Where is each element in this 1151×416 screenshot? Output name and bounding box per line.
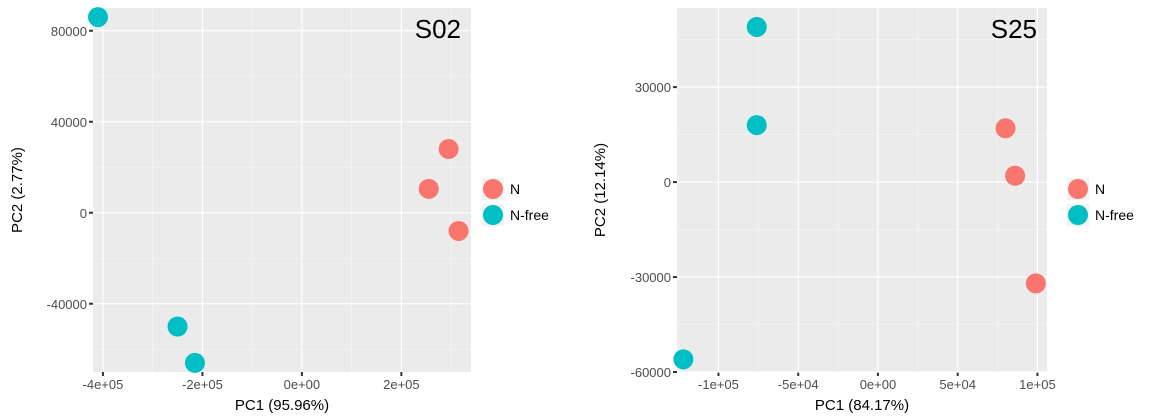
y-tick-label: -30000 <box>631 270 671 285</box>
panel-label: S02 <box>415 14 461 44</box>
x-tick-label: 0e+00 <box>860 377 897 392</box>
data-point-n <box>418 178 439 199</box>
y-tick-label: 30000 <box>635 80 671 95</box>
y-axis-title: PC2 (12.14%) <box>592 143 609 237</box>
legend-label: N-free <box>510 207 549 223</box>
pca-panel-s25: -1e+05 -5e+04 0e+00 5e+04 1e+05 -60000 -30000 0… <box>592 8 1134 414</box>
x-tick-label: -2e+05 <box>182 377 223 392</box>
data-point-n-free <box>746 16 767 37</box>
x-tick-label: 0e+00 <box>284 377 321 392</box>
y-axis-title: PC2 (2.77%) <box>9 147 26 233</box>
x-axis-title: PC1 (84.17%) <box>815 397 909 414</box>
y-tick-label: 40000 <box>51 115 87 130</box>
data-point-n-free <box>167 316 188 337</box>
x-tick-label: 2e+05 <box>383 377 420 392</box>
legend: N N-free <box>1067 178 1134 226</box>
x-axis-title: PC1 (95.96%) <box>235 397 329 414</box>
legend-label: N <box>510 181 520 197</box>
y-tick-label: 0 <box>80 206 87 221</box>
data-point-n-free <box>184 352 205 373</box>
plot-background <box>677 8 1047 372</box>
y-tick-label: -40000 <box>47 297 87 312</box>
pca-panel-s02: -4e+05 -2e+05 0e+00 2e+05 -40000 0 40000 80000 S… <box>9 7 549 414</box>
legend-label: N <box>1095 181 1105 197</box>
y-tick-label: -60000 <box>631 365 671 380</box>
data-point-n <box>995 118 1016 139</box>
data-point-n <box>438 139 459 160</box>
legend: N N-free <box>482 178 549 226</box>
legend-swatch <box>483 205 503 225</box>
panel-label: S25 <box>991 14 1037 44</box>
x-tick-label: -1e+05 <box>698 377 739 392</box>
legend-swatch <box>1068 179 1088 199</box>
plot-background <box>93 8 471 372</box>
x-tick-label: -5e+04 <box>778 377 819 392</box>
data-point-n-free <box>87 7 108 28</box>
data-point-n-free <box>746 115 767 136</box>
data-point-n-free <box>673 349 694 370</box>
data-point-n <box>448 220 469 241</box>
y-tick-label: 80000 <box>51 24 87 39</box>
x-tick-label: -4e+05 <box>83 377 124 392</box>
data-point-n <box>1025 273 1046 294</box>
legend-label: N-free <box>1095 207 1134 223</box>
data-point-n <box>1005 165 1026 186</box>
x-tick-label: 1e+05 <box>1019 377 1056 392</box>
legend-swatch <box>483 179 503 199</box>
y-tick-label: 0 <box>664 175 671 190</box>
legend-swatch <box>1068 205 1088 225</box>
x-tick-label: 5e+04 <box>939 377 976 392</box>
